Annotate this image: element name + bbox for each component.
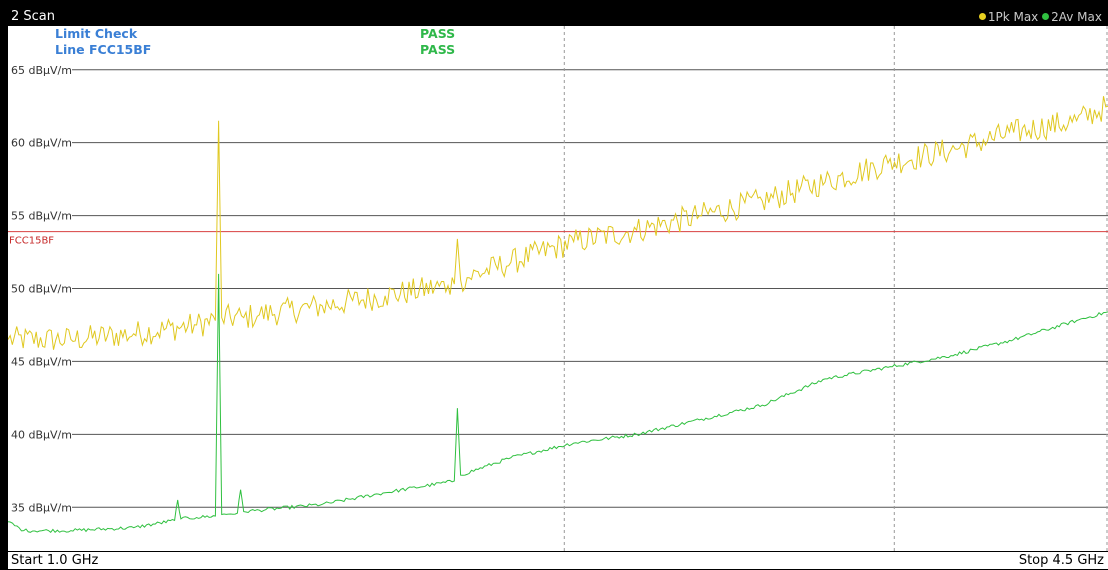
spectrum-plot: FCC15BF 65 dBµV/m 60 dBµV/m 55 dBµV/m 50 dB… (8, 26, 1108, 551)
trace-legend: 1Pk Max 2Av Max (978, 8, 1102, 26)
limit-check-panel: Limit Check PASS Line FCC15BF PASS (55, 26, 455, 57)
y-tick-label-1: 60 dBµV/m (11, 137, 72, 150)
line-fcc15bf-result: PASS (420, 42, 455, 57)
y-tick-labels: 65 dBµV/m 60 dBµV/m 55 dBµV/m 50 dBµV/m 45 d… (11, 64, 72, 515)
trace-1-line (8, 96, 1108, 350)
y-tick-label-6: 35 dBµV/m (11, 501, 72, 514)
y-tick-label-4: 45 dBµV/m (11, 355, 72, 368)
y-tick-label-5: 40 dBµV/m (11, 428, 72, 441)
y-tick-label-0: 65 dBµV/m (11, 64, 72, 77)
traces-group (8, 96, 1108, 534)
footer-bar: Start 1.0 GHz Stop 4.5 GHz (8, 551, 1108, 570)
spectrum-analyzer-window: 2 Scan 1Pk Max 2Av Max FCC15BF 65 dBµV/m… (8, 8, 1108, 569)
trace-1-legend[interactable]: 1Pk Max (978, 10, 1039, 24)
title-bar: 2 Scan 1Pk Max 2Av Max (8, 8, 1108, 26)
start-frequency: Start 1.0 GHz (11, 553, 99, 568)
line-fcc15bf-label: Line FCC15BF (55, 42, 151, 57)
stop-frequency: Stop 4.5 GHz (1018, 553, 1104, 568)
trace-2-dot-icon (1042, 13, 1050, 20)
limit-check-result: PASS (420, 26, 455, 41)
trace-1-legend-label: 1Pk Max (987, 10, 1039, 24)
window-title: 2 Scan (11, 9, 56, 24)
limit-line-label: FCC15BF (9, 236, 54, 247)
limit-line-group: FCC15BF (8, 231, 1108, 247)
limit-check-label: Limit Check (55, 26, 138, 41)
y-tick-label-2: 55 dBµV/m (11, 210, 72, 223)
trace-2-legend[interactable]: 2Av Max (1042, 10, 1102, 24)
y-tick-label-3: 50 dBµV/m (11, 283, 72, 296)
grid-lines (72, 26, 1108, 551)
trace-2-line (8, 273, 1108, 534)
trace-2-legend-label: 2Av Max (1051, 10, 1102, 24)
trace-1-dot-icon (978, 13, 986, 20)
